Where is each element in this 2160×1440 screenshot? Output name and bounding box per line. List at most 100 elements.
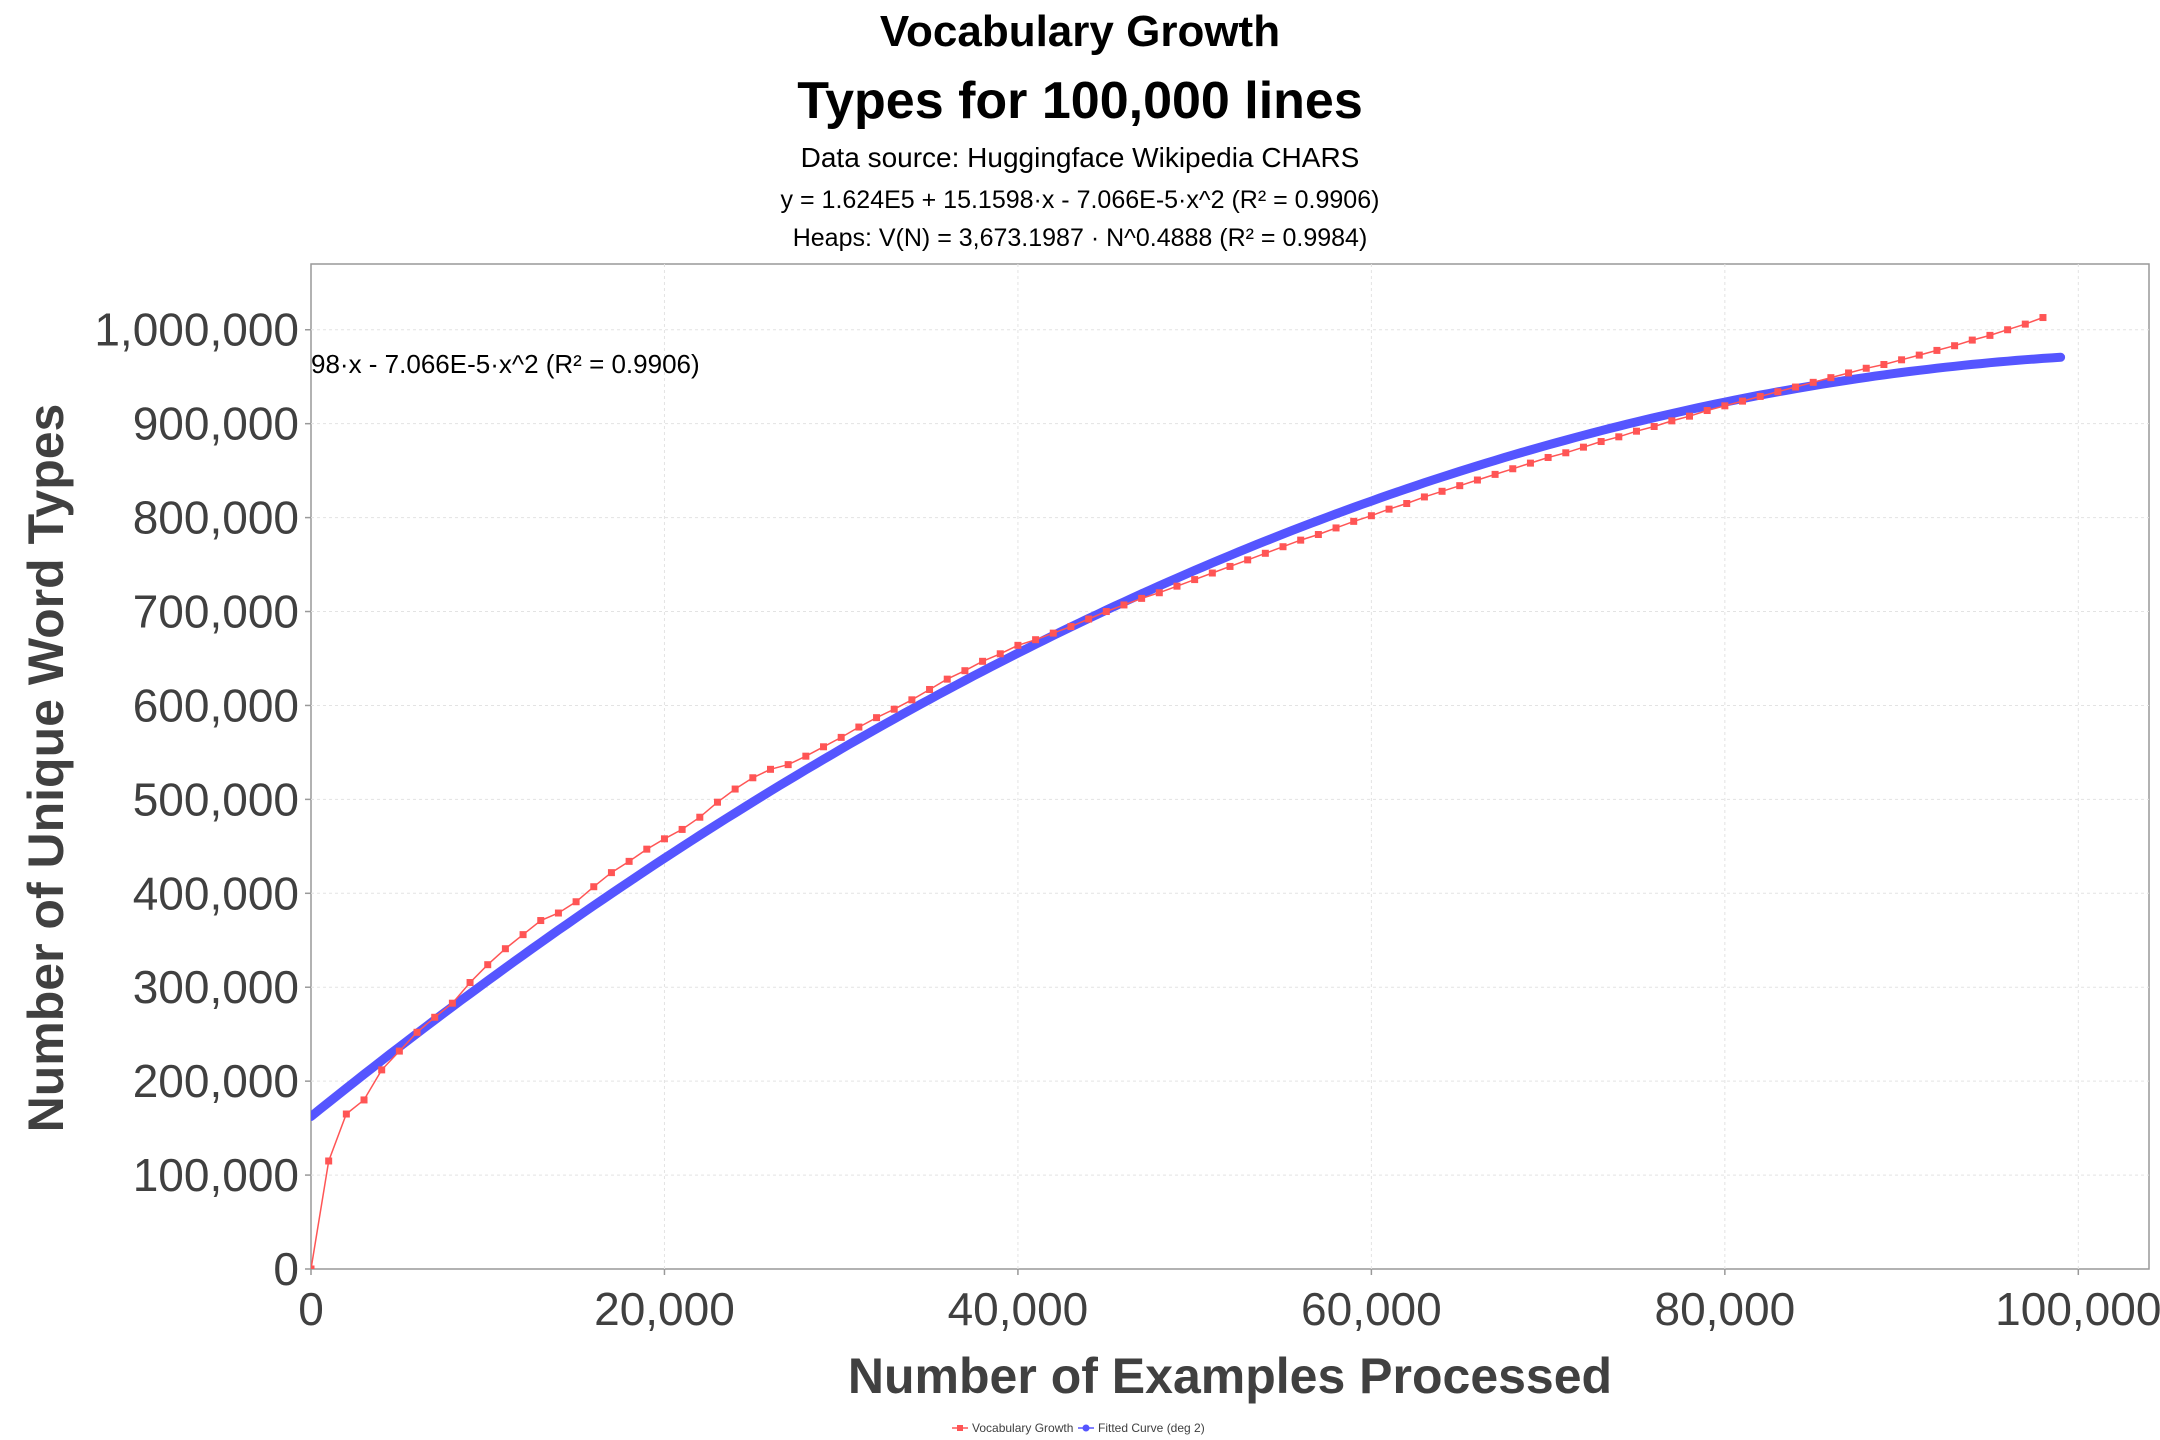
vocab-point-4 xyxy=(378,1066,386,1074)
vocab-point-78 xyxy=(1686,412,1693,420)
vocab-point-63 xyxy=(1420,493,1428,501)
x-axis-ticks: 0 20,000 40,000 60,000 80,000 100,000 xyxy=(298,1269,2160,1335)
vocab-point-9 xyxy=(466,979,474,987)
vocab-point-35 xyxy=(926,685,934,693)
vocab-point-70 xyxy=(1544,453,1552,461)
vocab-point-46 xyxy=(1120,601,1128,609)
vocab-point-95 xyxy=(1986,331,1994,339)
vocab-point-79 xyxy=(1703,407,1711,415)
vocab-point-12 xyxy=(519,931,527,939)
y-axis-label: Number of Unique Word Types xyxy=(18,404,74,1133)
vocab-point-74 xyxy=(1615,433,1623,441)
vocab-point-21 xyxy=(678,825,686,833)
vocab-point-90 xyxy=(1898,356,1906,364)
vocab-point-29 xyxy=(820,743,828,751)
vocab-point-72 xyxy=(1579,443,1587,451)
vocab-point-98 xyxy=(2039,314,2047,322)
heaps-equation-text: Heaps: V(N) = 3,673.1987 · N^0.4888 (R² … xyxy=(793,224,1368,252)
vocab-point-20 xyxy=(660,835,668,843)
vocab-point-40 xyxy=(1014,641,1022,649)
y-tick-label-6: 600,000 xyxy=(133,679,299,731)
vocab-point-41 xyxy=(1032,636,1040,644)
vocab-point-44 xyxy=(1085,615,1093,623)
vocab-point-39 xyxy=(996,650,1004,658)
x-tick-label-0: 0 xyxy=(298,1283,324,1335)
x-tick-label-5: 100,000 xyxy=(1995,1283,2160,1335)
vocab-point-57 xyxy=(1314,531,1322,539)
vocab-point-28 xyxy=(802,752,810,760)
vocab-point-22 xyxy=(696,813,704,821)
vocab-point-27 xyxy=(784,761,792,769)
legend-marker-1 xyxy=(1082,1424,1090,1432)
vocab-point-24 xyxy=(731,785,739,793)
y-tick-label-10: 1,000,000 xyxy=(94,304,299,356)
vocab-point-64 xyxy=(1438,487,1446,495)
vocab-point-59 xyxy=(1350,517,1358,525)
vocab-point-67 xyxy=(1491,470,1499,478)
legend: Vocabulary Growth Fitted Curve (deg 2) xyxy=(952,1421,1205,1435)
vocab-point-81 xyxy=(1739,397,1747,405)
vocab-point-48 xyxy=(1155,589,1163,597)
vocab-point-23 xyxy=(713,798,721,806)
vocab-point-26 xyxy=(767,765,774,773)
y-tick-label-5: 500,000 xyxy=(133,773,299,825)
vocab-point-36 xyxy=(943,675,951,683)
legend-label-1: Fitted Curve (deg 2) xyxy=(1098,1421,1205,1435)
vocab-point-2 xyxy=(342,1110,350,1118)
vocab-point-65 xyxy=(1456,482,1464,490)
vocab-point-38 xyxy=(979,657,987,665)
vocab-point-50 xyxy=(1191,576,1199,584)
vocab-point-77 xyxy=(1668,417,1676,425)
vocab-point-5 xyxy=(395,1047,403,1055)
y-tick-label-2: 200,000 xyxy=(133,1055,299,1107)
vocab-point-88 xyxy=(1862,364,1870,372)
legend-label-0: Vocabulary Growth xyxy=(972,1421,1073,1435)
x-axis-label: Number of Examples Processed xyxy=(848,1348,1612,1404)
vocab-point-30 xyxy=(837,733,845,741)
in-plot-annotation: 98·x - 7.066E-5·x^2 (R² = 0.9906) xyxy=(311,349,700,379)
y-tick-label-1: 100,000 xyxy=(133,1149,299,1201)
vocab-point-7 xyxy=(431,1013,439,1021)
vocab-point-11 xyxy=(501,945,509,953)
vocab-point-76 xyxy=(1650,422,1658,430)
y-tick-label-4: 400,000 xyxy=(133,867,299,919)
y-tick-label-9: 900,000 xyxy=(133,398,299,450)
vocab-point-42 xyxy=(1049,629,1057,637)
vocab-point-71 xyxy=(1562,449,1570,457)
y-tick-label-3: 300,000 xyxy=(133,961,299,1013)
vocab-point-69 xyxy=(1526,459,1534,467)
fit-equation-text: y = 1.624E5 + 15.1598·x - 7.066E-5·x^2 (… xyxy=(781,186,1380,214)
vocab-point-25 xyxy=(749,774,757,782)
vocab-point-87 xyxy=(1845,369,1853,377)
vocab-point-53 xyxy=(1244,556,1252,564)
vocab-point-54 xyxy=(1261,549,1269,557)
vocab-point-8 xyxy=(448,999,456,1007)
plot-area xyxy=(310,263,2150,1270)
x-tick-label-1: 20,000 xyxy=(594,1283,735,1335)
vocab-point-80 xyxy=(1721,402,1729,410)
vocab-point-97 xyxy=(2021,320,2029,328)
vocab-point-91 xyxy=(1915,351,1923,359)
vocab-point-34 xyxy=(908,696,916,704)
chart-subtitle: Types for 100,000 lines xyxy=(797,72,1363,130)
vocab-point-58 xyxy=(1332,524,1340,532)
vocab-point-83 xyxy=(1774,388,1782,396)
vocab-point-31 xyxy=(855,723,863,731)
vocab-point-49 xyxy=(1173,582,1181,590)
vocab-point-60 xyxy=(1367,512,1375,520)
vocab-point-86 xyxy=(1827,374,1835,382)
vocab-point-73 xyxy=(1597,438,1605,446)
vocab-point-18 xyxy=(625,857,633,865)
vocab-point-45 xyxy=(1102,608,1110,616)
vocab-point-47 xyxy=(1138,594,1146,602)
legend-marker-0 xyxy=(957,1425,963,1431)
vocab-point-16 xyxy=(590,883,598,891)
data-source-text: Data source: Huggingface Wikipedia CHARS xyxy=(801,142,1360,173)
x-tick-label-4: 80,000 xyxy=(1654,1283,1795,1335)
x-tick-label-2: 40,000 xyxy=(948,1283,1089,1335)
vocab-point-66 xyxy=(1473,476,1481,484)
vocab-point-61 xyxy=(1385,505,1393,513)
vocab-point-1 xyxy=(325,1157,333,1165)
vocab-point-93 xyxy=(1951,342,1959,350)
